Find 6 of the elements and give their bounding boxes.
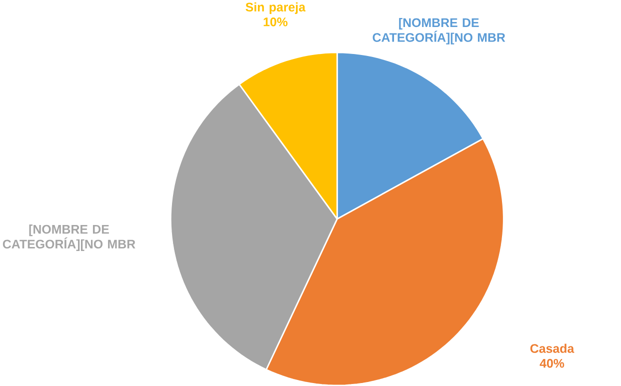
slice-label: [NOMBRE DE CATEGORÍA][NO MBR [372,18,506,44]
slice-label: Sin pareja [246,2,306,14]
slice-label: [NOMBRE DE CATEGORÍA][NO MBR [2,224,136,251]
data-label: 40% [540,358,564,368]
data-label: 10% [264,17,288,26]
slice-label: Casada [530,344,574,353]
